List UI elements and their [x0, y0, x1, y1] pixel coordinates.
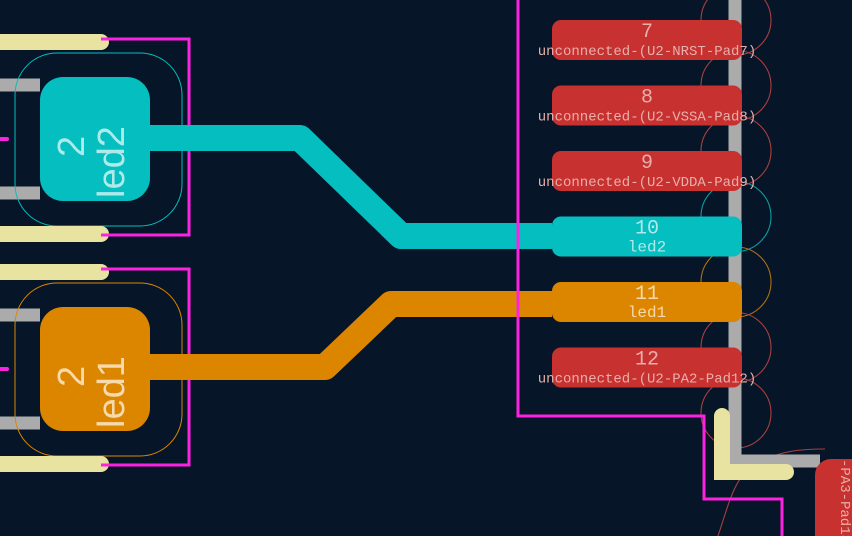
svg-text:led2: led2 [91, 126, 133, 198]
svg-text:led1: led1 [628, 304, 666, 322]
svg-text:unconnected-(U2-VDDA-Pad9): unconnected-(U2-VDDA-Pad9) [538, 175, 756, 191]
svg-text:10: 10 [635, 218, 659, 241]
svg-text:2: 2 [51, 136, 93, 157]
svg-text:unconnected-(U2-PA2-Pad12): unconnected-(U2-PA2-Pad12) [538, 372, 756, 388]
svg-text:2: 2 [51, 366, 93, 387]
svg-text:7: 7 [641, 21, 653, 44]
svg-text:11: 11 [635, 283, 659, 306]
svg-text:-PA3-Pad13): -PA3-Pad13) [836, 459, 852, 536]
svg-text:unconnected-(U2-VSSA-Pad8): unconnected-(U2-VSSA-Pad8) [538, 110, 756, 126]
svg-text:led2: led2 [628, 239, 666, 257]
svg-text:unconnected-(U2-NRST-Pad7): unconnected-(U2-NRST-Pad7) [538, 44, 756, 60]
svg-text:12: 12 [635, 349, 659, 372]
svg-text:9: 9 [641, 152, 653, 175]
svg-text:led1: led1 [91, 356, 133, 428]
svg-text:8: 8 [641, 87, 653, 110]
